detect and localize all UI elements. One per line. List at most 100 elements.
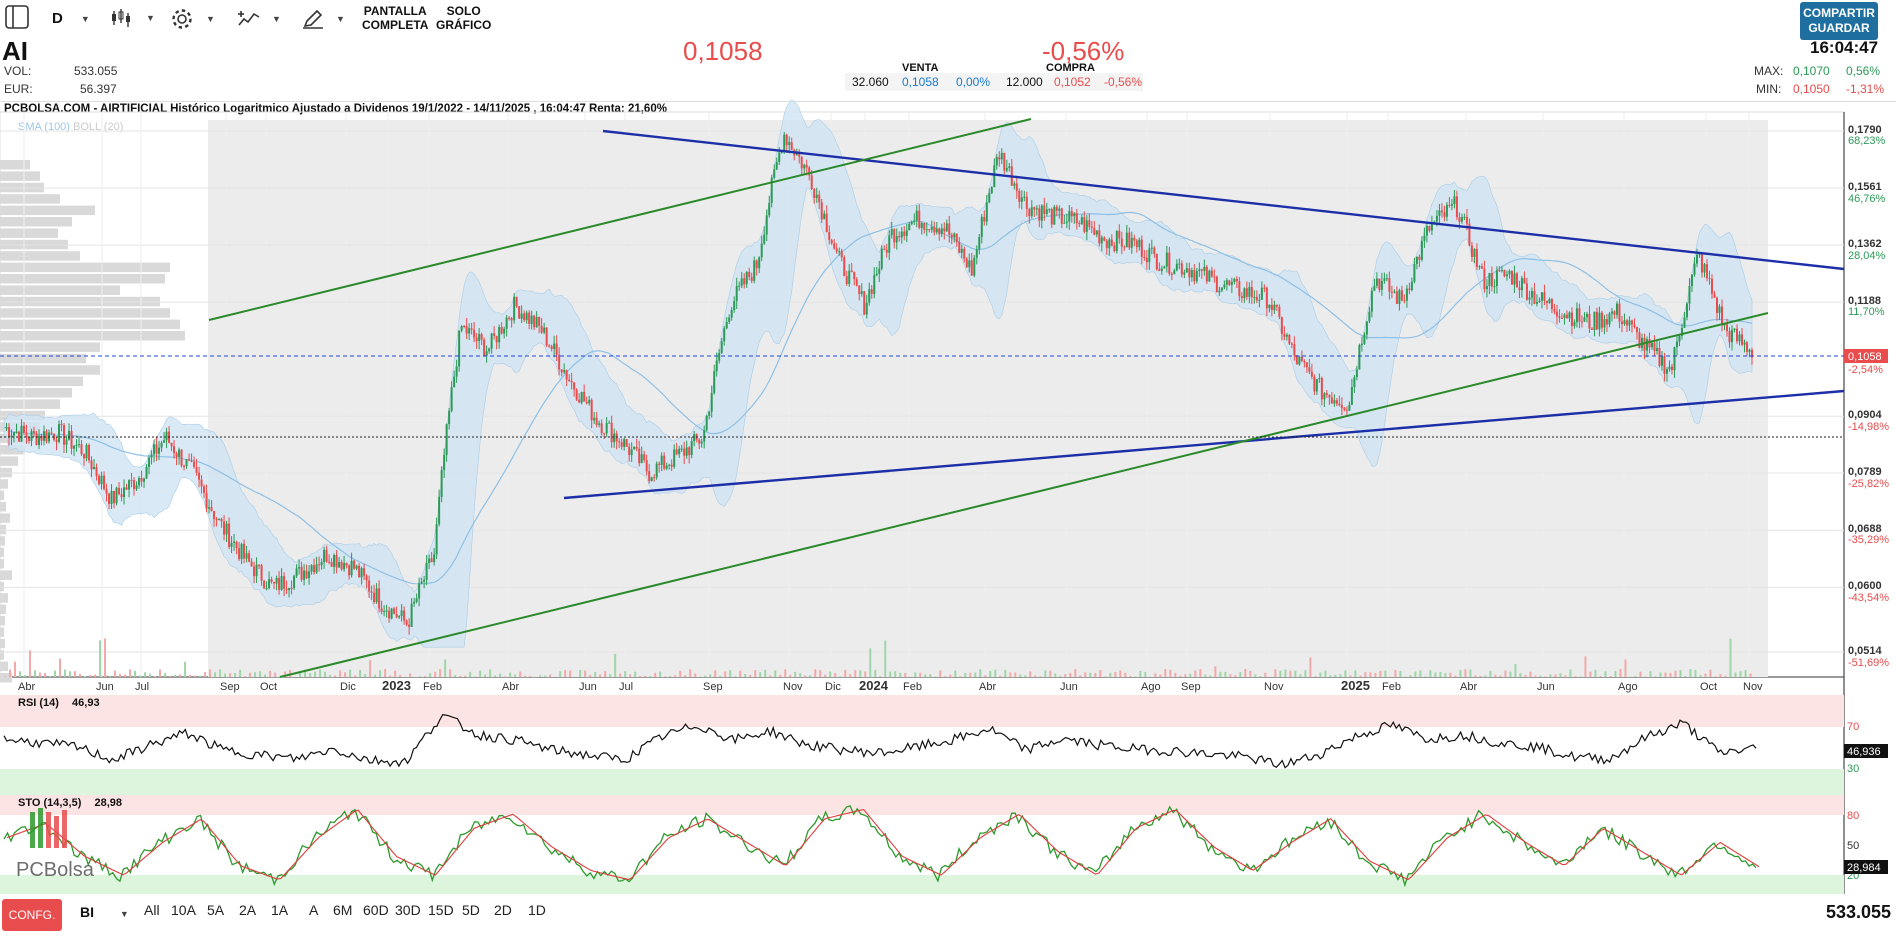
- candle-body: [1323, 393, 1326, 400]
- range-button-1d[interactable]: 1D: [528, 902, 546, 918]
- candle-body: [1520, 278, 1523, 291]
- trendline-lower-blue[interactable]: [563, 389, 1845, 500]
- candle-body: [285, 588, 288, 591]
- candle-body: [628, 446, 631, 456]
- range-button-5d[interactable]: 5D: [462, 902, 480, 918]
- range-button-2d[interactable]: 2D: [494, 902, 512, 918]
- range-button-all[interactable]: All: [144, 902, 160, 918]
- range-button-6m[interactable]: 6M: [333, 902, 353, 918]
- sidebar-toggle-icon[interactable]: [4, 4, 30, 30]
- drawing-tools-selector[interactable]: ▼: [302, 9, 345, 29]
- candle-body: [1065, 221, 1068, 223]
- candle-body: [1730, 329, 1733, 343]
- price-candles: [5, 131, 1753, 635]
- volume-profile-bar: [0, 570, 12, 580]
- volume-bar: [904, 673, 907, 677]
- volume-bar: [1249, 670, 1252, 677]
- volume-bar: [1634, 675, 1637, 677]
- sto-d-line: [6, 809, 1760, 881]
- candle-body: [970, 260, 973, 276]
- time-tick-label: Abr: [1460, 681, 1477, 693]
- candle-body: [1330, 397, 1333, 404]
- candle-body: [1668, 366, 1671, 370]
- candle-body: [915, 210, 918, 221]
- candle-body: [215, 519, 218, 521]
- volume-profile-bar: [0, 627, 4, 637]
- candle-body: [808, 167, 811, 176]
- range-button-10a[interactable]: 10A: [171, 902, 196, 918]
- candle-body: [893, 229, 896, 243]
- range-button-15d[interactable]: 15D: [428, 902, 454, 918]
- candle-body: [660, 455, 663, 465]
- price-chart[interactable]: 0,1058 Abr Jun Jul Sep Oct Dic 2023 Feb Abr Jun Ju…: [0, 0, 1896, 894]
- quote-time: 16:04:47: [1810, 38, 1879, 57]
- fullscreen-button[interactable]: PANTALLA COMPLETA: [362, 4, 428, 32]
- candle-body: [600, 423, 603, 434]
- indicators-selector[interactable]: ▼: [238, 9, 281, 29]
- settings-selector[interactable]: ▼: [170, 7, 215, 31]
- candle-body: [98, 475, 101, 485]
- candle-body: [1140, 239, 1143, 257]
- range-button-60d[interactable]: 60D: [363, 902, 389, 918]
- chart-type-selector[interactable]: ▼: [110, 8, 155, 28]
- candle-body: [785, 134, 788, 146]
- candle-body: [530, 315, 533, 324]
- candle-body: [1438, 210, 1441, 216]
- trendline-lower-green[interactable]: [279, 312, 1769, 678]
- price-tick-label: 0,0600: [1848, 580, 1882, 593]
- candle-body: [885, 249, 888, 253]
- candle-body: [463, 326, 466, 328]
- range-button-1a[interactable]: 1A: [271, 902, 289, 918]
- candle-body: [620, 442, 623, 447]
- candle-body: [1150, 247, 1153, 249]
- volume-label: VOL:: [4, 64, 32, 78]
- candle-body: [1123, 246, 1126, 248]
- volume-bar: [674, 675, 677, 677]
- candle-body: [798, 153, 801, 157]
- candle-body: [1325, 393, 1328, 395]
- volume-bar: [809, 675, 812, 677]
- candle-body: [333, 554, 336, 567]
- candle-body: [688, 447, 691, 456]
- trendline-upper-blue[interactable]: [602, 129, 1845, 271]
- time-tick-label: Sep: [1181, 681, 1201, 693]
- range-button-a[interactable]: A: [309, 902, 319, 918]
- candle-body: [150, 454, 153, 458]
- candle-body: [913, 220, 916, 222]
- candle-body: [855, 279, 858, 286]
- candle-body: [518, 306, 521, 319]
- range-button-2a[interactable]: 2A: [239, 902, 257, 918]
- interval-selector[interactable]: D ▼: [52, 10, 90, 27]
- time-tick-label: Abr: [979, 681, 996, 693]
- candle-body: [200, 479, 203, 487]
- volume-bar: [869, 648, 872, 677]
- config-button[interactable]: CONFG.: [2, 899, 62, 931]
- range-button-30d[interactable]: 30D: [395, 902, 421, 918]
- candle-body: [1310, 371, 1313, 377]
- mode-selector[interactable]: BI ▼: [80, 904, 129, 920]
- candle-body: [1365, 321, 1368, 335]
- range-button-5a[interactable]: 5A: [207, 902, 225, 918]
- volume-bar: [89, 675, 92, 677]
- chart-only-button[interactable]: SOLO GRÁFICO: [436, 4, 491, 32]
- volume-bar: [494, 675, 497, 677]
- candle-body: [300, 566, 303, 580]
- sto-value-tag-text: 28,984: [1847, 862, 1881, 874]
- candle-body: [1443, 212, 1446, 217]
- volume-profile-bar: [0, 399, 60, 409]
- candle-body: [1355, 369, 1358, 378]
- indicator-icon: [238, 11, 260, 26]
- volume-bar: [879, 676, 882, 677]
- candle-body: [1223, 284, 1226, 288]
- volume-bar: [1564, 675, 1567, 677]
- candle-body: [748, 272, 751, 278]
- candle-body: [730, 310, 733, 318]
- candle-body: [450, 387, 453, 411]
- percent-tick-label: -51,69%: [1848, 657, 1889, 669]
- candle-body: [1603, 319, 1606, 328]
- share-save-button[interactable]: COMPARTIR GUARDAR: [1800, 2, 1878, 40]
- trendline-upper-green[interactable]: [208, 118, 1032, 321]
- candle-body: [138, 477, 141, 486]
- volume-bar: [1669, 673, 1672, 677]
- volume-bar: [1254, 674, 1257, 677]
